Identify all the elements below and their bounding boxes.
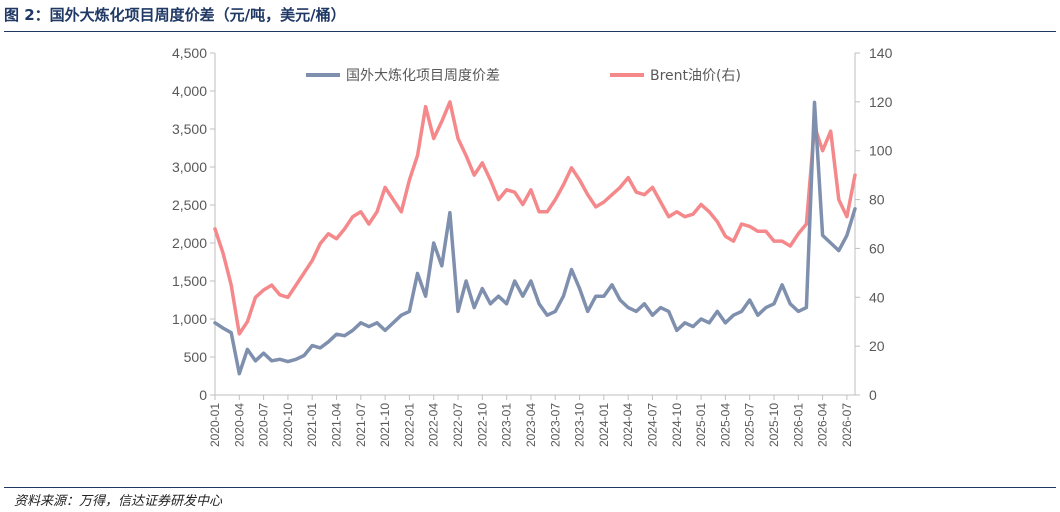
x-tick-label: 2020-07 xyxy=(257,403,271,447)
x-tick-label: 2020-10 xyxy=(281,403,295,447)
x-tick-label: 2025-10 xyxy=(767,403,781,447)
left-tick-label: 500 xyxy=(184,349,208,365)
right-tick-label: 0 xyxy=(869,387,877,403)
x-tick-label: 2023-07 xyxy=(548,403,562,447)
series-line-spread xyxy=(213,100,857,376)
series-line-brent xyxy=(213,100,857,336)
figure-title: 图 2：国外大炼化项目周度价差（元/吨，美元/桶） xyxy=(4,6,346,24)
x-tick-label: 2026-01 xyxy=(791,403,805,447)
left-axis-ticks: 0 500 1,000 1,500 2,000 2,500 3,000 3,500 4,000 4… xyxy=(172,45,215,403)
x-tick-label: 2022-04 xyxy=(427,403,441,447)
x-tick-label: 2024-07 xyxy=(645,403,659,447)
left-tick-label: 1,500 xyxy=(172,273,207,289)
source-divider xyxy=(4,487,1056,488)
chart-series xyxy=(213,100,857,376)
x-tick-label: 2024-10 xyxy=(670,403,684,447)
left-tick-label: 3,000 xyxy=(172,159,207,175)
x-tick-label: 2021-01 xyxy=(305,403,319,447)
title-divider xyxy=(4,31,1056,32)
x-tick-label: 2020-01 xyxy=(208,403,222,447)
left-tick-label: 3,500 xyxy=(172,121,207,137)
x-tick-label: 2021-07 xyxy=(354,403,368,447)
right-tick-label: 80 xyxy=(869,192,885,208)
right-tick-label: 40 xyxy=(869,289,885,305)
right-axis-ticks: 0 20 40 60 80 100 120 140 xyxy=(855,45,893,403)
x-tick-label: 2023-01 xyxy=(500,403,514,447)
x-tick-label: 2024-04 xyxy=(621,403,635,447)
x-tick-label: 2021-04 xyxy=(330,403,344,447)
right-tick-label: 140 xyxy=(869,45,893,61)
x-tick-label: 2021-10 xyxy=(378,403,392,447)
left-tick-label: 2,500 xyxy=(172,197,207,213)
left-tick-label: 4,000 xyxy=(172,83,207,99)
source-note: 资料来源：万得，信达证券研发中心 xyxy=(14,494,223,509)
right-tick-label: 60 xyxy=(869,240,885,256)
right-tick-label: 100 xyxy=(869,143,893,159)
chart-axes xyxy=(214,53,856,396)
x-tick-label: 2025-04 xyxy=(718,403,732,447)
x-tick-label: 2022-01 xyxy=(402,403,416,447)
x-tick-label: 2023-10 xyxy=(573,403,587,447)
x-tick-label: 2024-01 xyxy=(597,403,611,447)
x-tick-label: 2026-04 xyxy=(816,403,830,447)
x-tick-label: 2020-04 xyxy=(232,403,246,447)
x-tick-label: 2025-01 xyxy=(694,403,708,447)
x-tick-label: 2022-10 xyxy=(475,403,489,447)
right-tick-label: 120 xyxy=(869,94,893,110)
left-tick-label: 2,000 xyxy=(172,235,207,251)
chart-legend: 国外大炼化项目周度价差 Brent油价(右) xyxy=(306,68,741,84)
left-tick-label: 1,000 xyxy=(172,311,207,327)
right-tick-label: 20 xyxy=(869,338,885,354)
legend-label-spread: 国外大炼化项目周度价差 xyxy=(346,68,500,84)
x-tick-label: 2025-07 xyxy=(743,403,757,447)
left-tick-label: 4,500 xyxy=(172,45,207,61)
left-tick-label: 0 xyxy=(199,387,207,403)
line-chart: 0 500 1,000 1,500 2,000 2,500 3,000 3,500 4,000 4… xyxy=(172,45,893,447)
x-tick-label: 2023-04 xyxy=(524,403,538,447)
x-tick-label: 2022-07 xyxy=(451,403,465,447)
x-axis-ticks: 2020-01 2020-04 2020-07 2020-10 2021-01 2021-… xyxy=(208,395,854,447)
x-tick-label: 2026-07 xyxy=(840,403,854,447)
legend-label-brent: Brent油价(右) xyxy=(650,68,741,84)
